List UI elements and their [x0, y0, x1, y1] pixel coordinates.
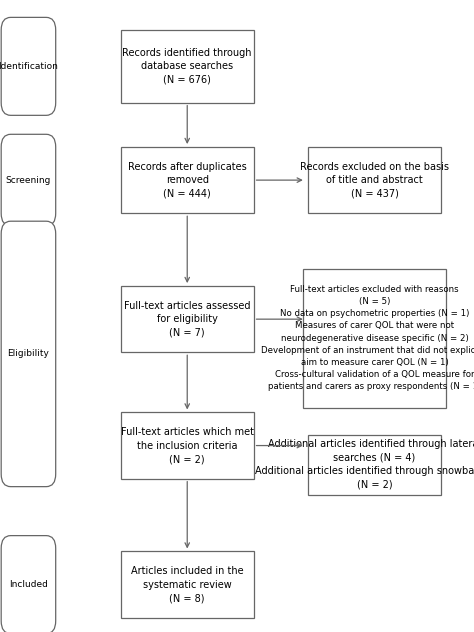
- FancyBboxPatch shape: [308, 435, 441, 494]
- FancyBboxPatch shape: [308, 147, 441, 214]
- FancyBboxPatch shape: [121, 30, 254, 102]
- Text: Identification: Identification: [0, 62, 58, 71]
- FancyBboxPatch shape: [121, 147, 254, 214]
- FancyBboxPatch shape: [121, 286, 254, 352]
- Text: Records identified through
database searches
(N = 676): Records identified through database sear…: [122, 48, 252, 85]
- Text: Articles included in the
systematic review
(N = 8): Articles included in the systematic revi…: [131, 566, 244, 603]
- Text: Records after duplicates
removed
(N = 444): Records after duplicates removed (N = 44…: [128, 162, 246, 198]
- FancyBboxPatch shape: [1, 221, 56, 487]
- Text: Screening: Screening: [6, 176, 51, 185]
- FancyBboxPatch shape: [1, 135, 56, 226]
- Text: Full-text articles which met
the inclusion criteria
(N = 2): Full-text articles which met the inclusi…: [121, 427, 254, 464]
- FancyBboxPatch shape: [1, 17, 56, 116]
- Text: Eligibility: Eligibility: [8, 349, 49, 358]
- FancyBboxPatch shape: [121, 413, 254, 479]
- Text: Full-text articles assessed
for eligibility
(N = 7): Full-text articles assessed for eligibil…: [124, 301, 250, 337]
- Text: Full-text articles excluded with reasons
(N = 5)
No data on psychometric propert: Full-text articles excluded with reasons…: [261, 285, 474, 391]
- FancyBboxPatch shape: [121, 551, 254, 618]
- Text: Records excluded on the basis
of title and abstract
(N = 437): Records excluded on the basis of title a…: [300, 162, 449, 198]
- Text: Additional articles identified through lateral
searches (N = 4)
Additional artic: Additional articles identified through l…: [255, 439, 474, 490]
- Text: Included: Included: [9, 580, 48, 589]
- FancyBboxPatch shape: [303, 269, 446, 408]
- FancyBboxPatch shape: [1, 536, 56, 632]
